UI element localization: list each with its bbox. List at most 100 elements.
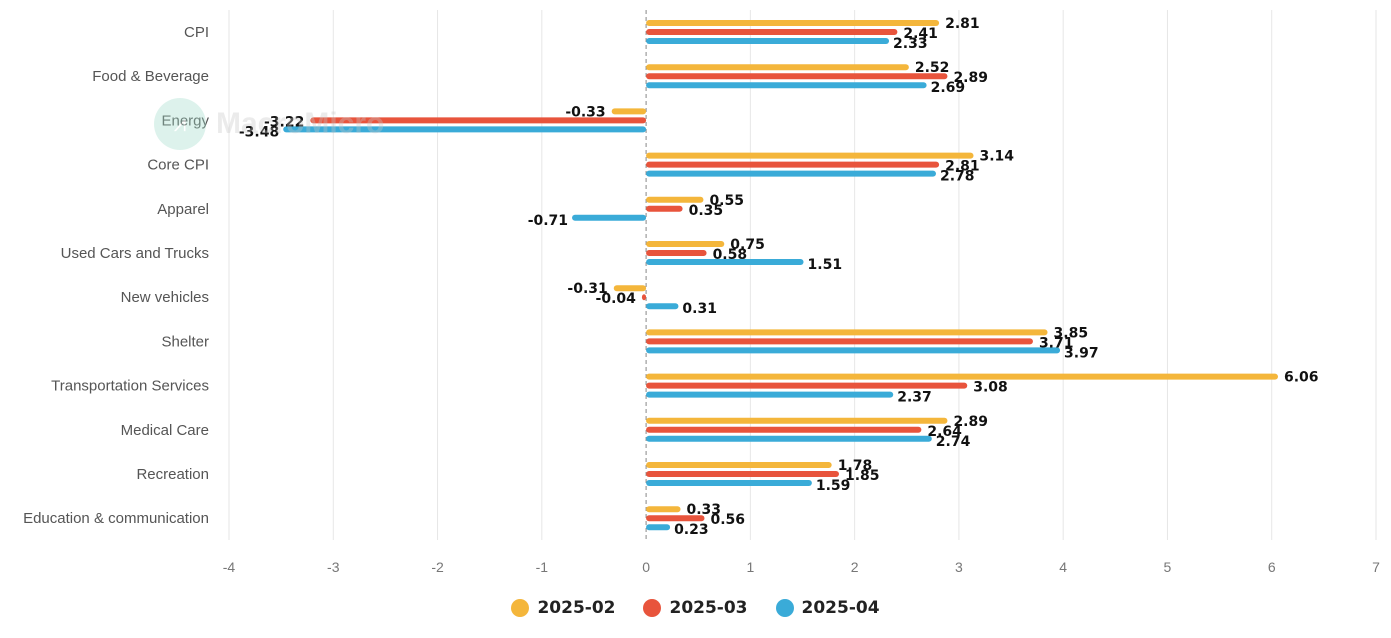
value-label: -3.22 (264, 114, 304, 130)
bar-2025-02[interactable] (646, 241, 725, 247)
value-labels: 2.81 2.412.33 2.52 2.89 2.69 -0.33 -3.22-3.48 3… (239, 16, 1319, 538)
legend: 2025-02 2025-03 2025-04 (0, 598, 1391, 618)
bars-group (283, 20, 1278, 531)
bar-2025-03[interactable] (646, 426, 922, 433)
bar-2025-04[interactable] (646, 347, 1061, 354)
category-label: Education & communication (23, 510, 209, 527)
bar-2025-04[interactable] (646, 524, 671, 531)
x-tick-labels: -4 -3 -2 -1 0 1 2 3 4 5 6 7 (223, 559, 1380, 575)
x-tick-label: -4 (223, 559, 236, 575)
bar-2025-02[interactable] (646, 506, 681, 513)
value-label: 2.89 (953, 414, 988, 430)
bar-2025-02[interactable] (613, 285, 647, 292)
value-label: 2.81 (945, 16, 980, 32)
category-label: Food & Beverage (92, 68, 209, 85)
legend-label: 2025-03 (669, 598, 748, 618)
x-tick-label: 3 (955, 559, 963, 575)
legend-item[interactable]: 2025-03 (643, 598, 748, 618)
legend-marker (775, 599, 794, 617)
bar-2025-04[interactable] (646, 82, 927, 89)
bar-2025-03[interactable] (646, 471, 839, 477)
bar-2025-02[interactable] (646, 417, 948, 424)
bar-2025-04[interactable] (646, 303, 679, 310)
legend-item[interactable]: 2025-02 (511, 598, 615, 618)
value-label: 1.59 (816, 478, 851, 494)
watermark: ⩘ MacroMicro (154, 98, 384, 150)
bar-2025-04[interactable] (646, 170, 936, 177)
x-tick-label: -1 (536, 559, 549, 575)
value-label: 0.55 (709, 193, 744, 209)
legend-label: 2025-04 (801, 598, 880, 618)
grid-lines (228, 10, 1377, 540)
bar-2025-03[interactable] (310, 117, 647, 124)
value-label: 6.06 (1284, 370, 1319, 386)
value-label: 2.41 (903, 26, 938, 42)
category-label: Apparel (157, 201, 209, 218)
bar-2025-03[interactable] (646, 73, 948, 80)
bar-2025-04[interactable] (646, 435, 932, 442)
value-label: 0.35 (689, 203, 724, 219)
bar-2025-02[interactable] (646, 64, 909, 71)
value-label: 2.78 (940, 169, 975, 185)
value-label: 0.31 (682, 301, 717, 317)
bar-2025-03[interactable] (646, 161, 940, 168)
legend-marker (511, 599, 530, 617)
value-label: 1.78 (838, 458, 873, 474)
category-label: Used Cars and Trucks (61, 245, 209, 262)
value-label: -0.04 (596, 291, 637, 307)
value-label: -0.71 (528, 213, 568, 229)
category-label: Recreation (136, 466, 209, 483)
value-label: 0.23 (674, 522, 709, 538)
bar-2025-03[interactable] (646, 205, 683, 212)
bar-2025-03[interactable] (646, 29, 898, 35)
value-label: 2.33 (893, 36, 928, 52)
x-tick-label: 5 (1164, 559, 1172, 575)
bar-2025-02[interactable] (646, 462, 832, 468)
bar-2025-04[interactable] (572, 214, 647, 221)
value-label: 3.85 (1054, 325, 1089, 341)
value-label: -3.48 (239, 124, 279, 140)
bar-2025-04[interactable] (646, 480, 812, 486)
category-label: Shelter (161, 333, 209, 350)
bar-2025-02[interactable] (646, 20, 940, 26)
value-label: -0.31 (567, 281, 607, 297)
category-label: New vehicles (121, 289, 209, 306)
bar-2025-02[interactable] (646, 152, 974, 159)
x-tick-label: 0 (642, 559, 650, 575)
bar-2025-02[interactable] (611, 108, 647, 115)
x-tick-label: -3 (327, 559, 340, 575)
x-tick-label: 4 (1059, 559, 1067, 575)
x-tick-label: 1 (746, 559, 754, 575)
x-tick-label: 6 (1268, 559, 1276, 575)
category-label: Energy (161, 112, 209, 129)
value-label: -0.33 (565, 104, 605, 120)
bar-2025-02[interactable] (646, 373, 1278, 380)
value-label: 1.85 (845, 468, 880, 484)
bar-2025-04[interactable] (646, 391, 894, 398)
bar-chart: CPI Food & Beverage Energy Core CPI Apparel U… (23, 10, 1380, 575)
value-label: 2.52 (915, 60, 950, 76)
legend-item[interactable]: 2025-04 (775, 598, 880, 618)
category-label: Transportation Services (51, 378, 209, 395)
value-label: 2.81 (945, 159, 980, 175)
bar-2025-03[interactable] (646, 382, 968, 389)
bar-2025-02[interactable] (646, 329, 1048, 336)
bar-2025-03[interactable] (646, 515, 705, 522)
value-label: 2.69 (931, 80, 966, 96)
x-tick-label: 2 (851, 559, 859, 575)
bar-2025-04[interactable] (646, 38, 890, 44)
watermark-text: MacroMicro (216, 107, 385, 140)
value-label: 0.56 (710, 512, 745, 528)
bar-2025-03[interactable] (646, 338, 1033, 345)
value-label: 0.75 (730, 237, 765, 253)
legend-label: 2025-02 (537, 598, 616, 618)
bar-2025-04[interactable] (283, 126, 647, 133)
bar-2025-03[interactable] (646, 250, 707, 256)
value-label: 2.64 (927, 424, 962, 440)
value-label: 3.71 (1039, 335, 1074, 351)
value-label: 0.33 (687, 502, 722, 518)
bar-2025-02[interactable] (646, 196, 704, 203)
bar-2025-04[interactable] (646, 259, 804, 265)
value-label: 3.08 (973, 380, 1008, 396)
bar-2025-03[interactable] (641, 294, 647, 301)
